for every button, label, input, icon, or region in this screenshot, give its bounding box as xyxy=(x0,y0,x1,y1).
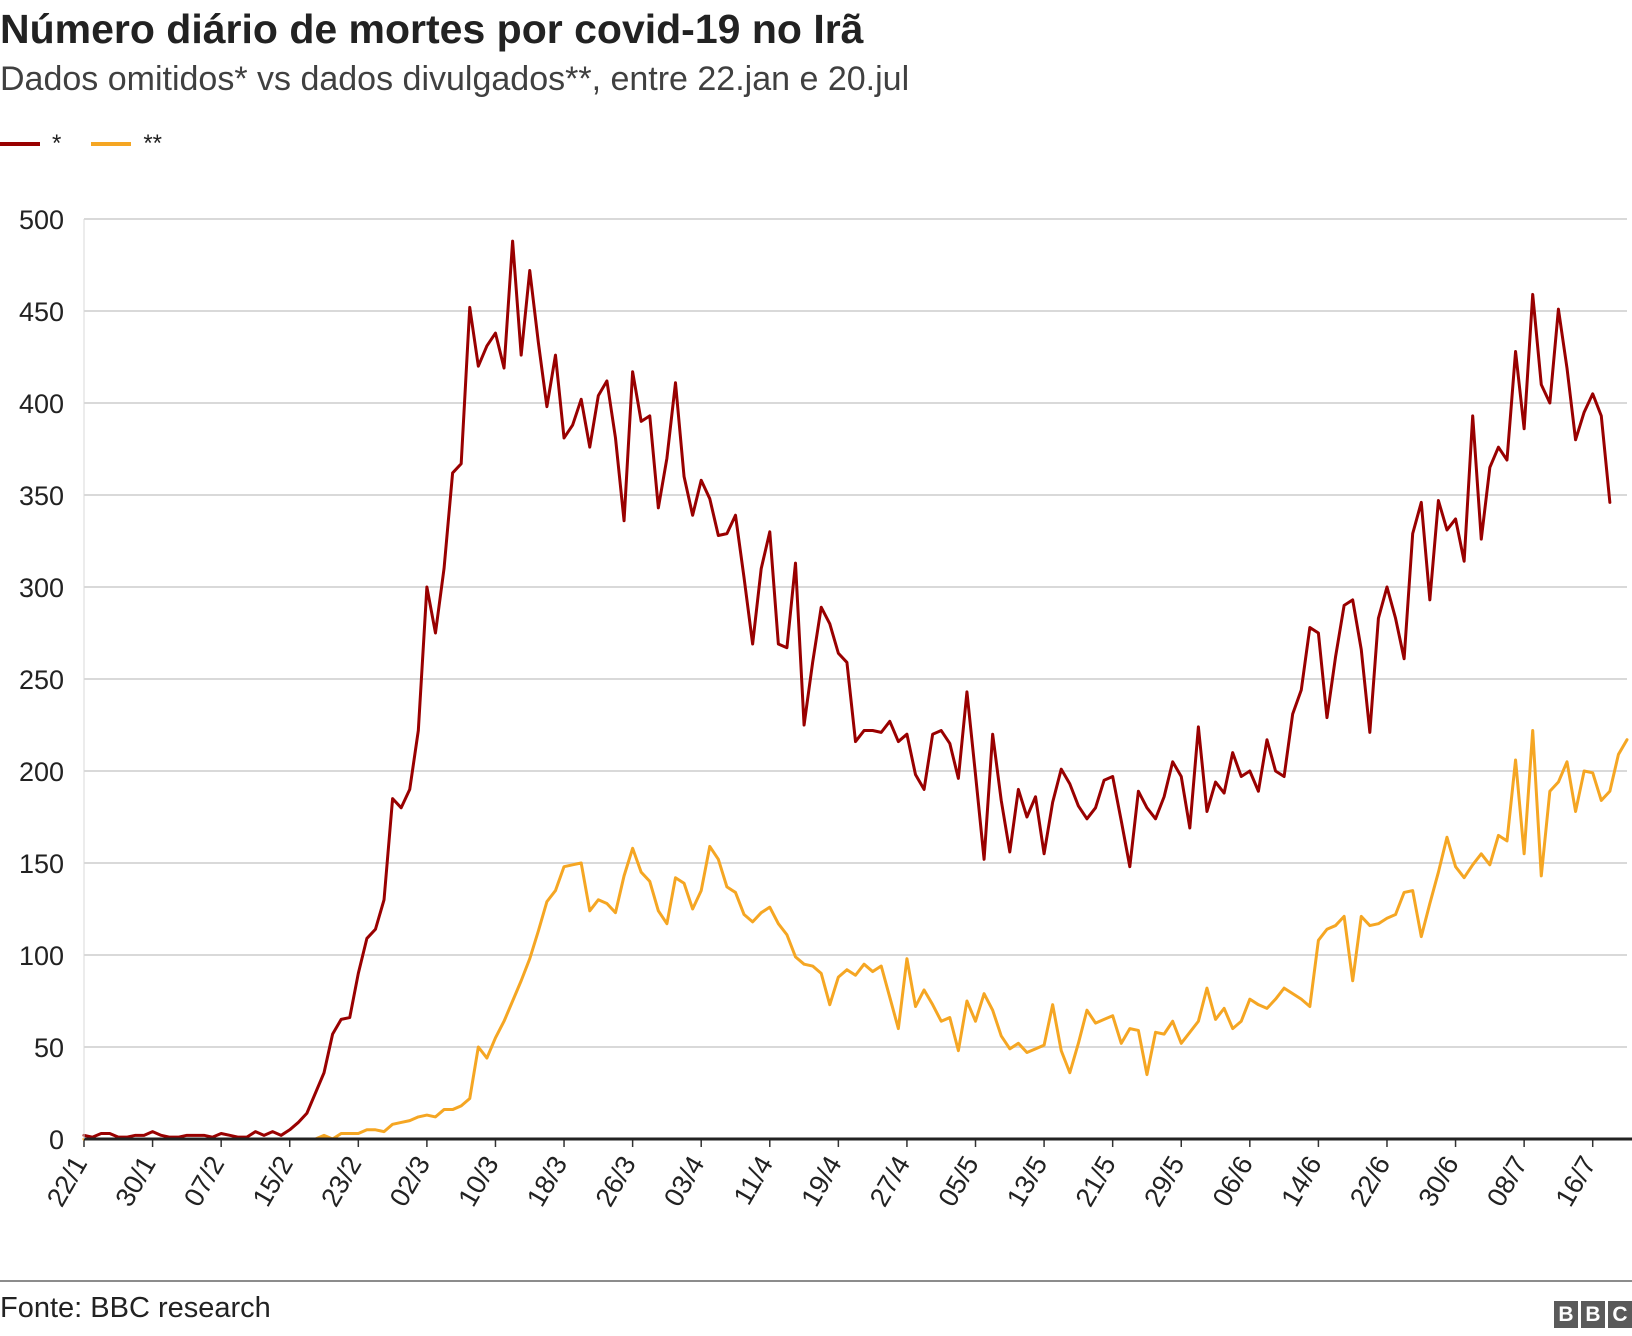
x-tick-label: 23/2 xyxy=(315,1151,367,1212)
x-tick-label: 18/3 xyxy=(521,1151,573,1212)
y-tick-label: 350 xyxy=(19,481,64,511)
chart-subtitle: Dados omitidos* vs dados divulgados**, e… xyxy=(0,60,910,98)
x-tick-label: 30/6 xyxy=(1412,1151,1464,1212)
x-tick-label: 11/4 xyxy=(728,1151,779,1210)
legend-swatch-reported xyxy=(91,142,132,146)
y-tick-label: 100 xyxy=(19,941,64,971)
x-tick-label: 27/4 xyxy=(864,1151,916,1212)
x-tick-label: 14/6 xyxy=(1275,1151,1327,1212)
x-tick-label: 26/3 xyxy=(590,1151,642,1212)
line-chart: 0 50 100 150 200 250 300 350 400 450 500 22/1 30/1 07… xyxy=(19,205,1632,1212)
x-tick-label: 08/7 xyxy=(1481,1151,1533,1212)
y-tick-label: 50 xyxy=(34,1033,64,1063)
x-tick-label: 30/1 xyxy=(110,1151,162,1212)
series-line-omitted xyxy=(82,239,1612,1139)
x-tick-label: 05/5 xyxy=(932,1151,984,1212)
x-tick-label: 29/5 xyxy=(1138,1151,1190,1212)
series-line-reported xyxy=(82,729,1629,1141)
x-tick-label: 15/2 xyxy=(247,1151,299,1212)
x-tick-label: 07/2 xyxy=(178,1151,230,1212)
legend: * ** xyxy=(0,130,192,158)
y-tick-label: 0 xyxy=(49,1125,64,1155)
legend-item-reported: ** xyxy=(91,130,162,158)
bbc-logo: B B C xyxy=(1551,1301,1632,1328)
x-tick-label: 02/3 xyxy=(384,1151,436,1212)
x-tick-label: 06/6 xyxy=(1207,1151,1259,1212)
source-note: Fonte: BBC research xyxy=(0,1292,271,1324)
bbc-logo-block: C xyxy=(1608,1301,1632,1328)
legend-swatch-omitted xyxy=(0,142,40,146)
x-tick-label: 22/6 xyxy=(1344,1151,1396,1212)
y-tick-label: 200 xyxy=(19,757,64,787)
chart-title: Número diário de mortes por covid-19 no … xyxy=(0,6,864,52)
legend-item-omitted: * xyxy=(0,130,61,158)
x-tick-label: 03/4 xyxy=(658,1151,710,1212)
legend-label-reported: ** xyxy=(143,130,163,157)
x-tick-label: 13/5 xyxy=(1001,1151,1053,1212)
footer-divider xyxy=(0,1280,1632,1282)
y-tick-label: 400 xyxy=(19,389,64,419)
x-tick-label: 19/4 xyxy=(795,1151,847,1212)
bbc-logo-block: B xyxy=(1554,1301,1578,1328)
y-tick-label: 300 xyxy=(19,573,64,603)
x-tick-label: 22/1 xyxy=(41,1151,93,1212)
y-tick-label: 450 xyxy=(19,297,64,327)
x-tick-label: 21/5 xyxy=(1070,1151,1122,1212)
legend-label-omitted: * xyxy=(52,130,62,157)
y-tick-label: 150 xyxy=(19,849,64,879)
y-tick-label: 500 xyxy=(19,205,64,235)
x-tick-label: 10/3 xyxy=(452,1151,504,1212)
bbc-logo-block: B xyxy=(1581,1301,1605,1328)
y-tick-label: 250 xyxy=(19,665,64,695)
x-tick-label: 16/7 xyxy=(1550,1151,1602,1212)
